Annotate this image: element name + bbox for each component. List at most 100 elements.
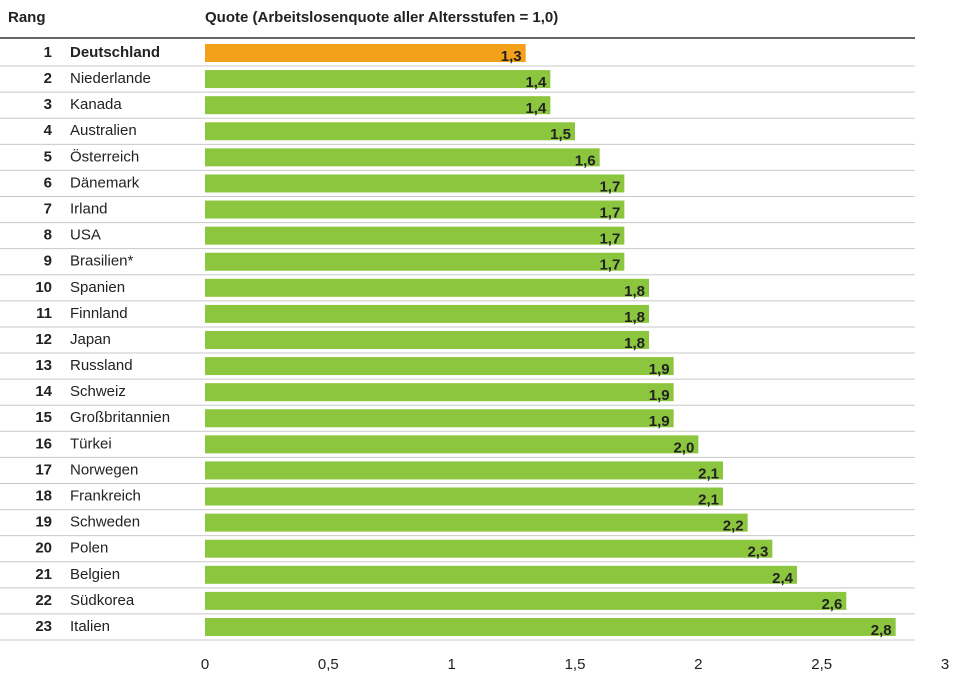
bar [205,461,723,480]
rank-label: 23 [35,618,52,635]
rank-label: 21 [35,566,52,583]
rank-label: 15 [35,409,52,426]
bar [205,435,699,454]
bar [205,565,797,584]
bar [205,122,575,141]
rank-label: 12 [35,331,52,348]
rank-label: 18 [35,487,52,504]
value-label: 2,0 [673,439,694,456]
value-label: 1,7 [599,231,620,248]
bar [205,200,625,219]
category-label: Spanien [70,279,125,296]
category-label: Russland [70,357,133,374]
bar [205,174,625,193]
category-label: Großbritannien [70,409,170,426]
rank-label: 7 [44,201,52,218]
bar [205,539,773,558]
bar [205,226,625,245]
value-label: 2,2 [723,518,744,535]
x-tick-label: 2,5 [811,656,832,673]
value-label: 1,7 [599,178,620,195]
value-label: 2,8 [871,622,892,639]
rank-label: 8 [44,227,52,244]
rank-label: 5 [44,148,52,165]
rank-label: 2 [44,70,52,87]
category-label: Deutschland [70,44,160,61]
rank-label: 9 [44,253,52,270]
value-label: 1,8 [624,335,645,352]
category-label: Niederlande [70,70,151,87]
category-label: Dänemark [70,174,140,191]
category-label: Japan [70,331,111,348]
category-label: Polen [70,540,108,557]
rank-label: 14 [35,383,52,400]
x-tick-label: 3 [941,656,949,673]
bar [205,278,649,297]
bar [205,44,526,62]
value-label: 1,4 [525,100,547,117]
bar [205,96,551,115]
rank-label: 22 [35,592,52,609]
category-label: Türkei [70,435,112,452]
bar [205,513,748,532]
chart-title: Quote (Arbeitslosenquote aller Altersstu… [205,9,558,26]
value-label: 2,1 [698,465,719,482]
value-label: 1,9 [649,413,670,430]
category-label: Frankreich [70,487,141,504]
category-label: Italien [70,618,110,635]
category-label: Finnland [70,305,128,322]
rank-label: 19 [35,514,52,531]
category-label: Schweiz [70,383,126,400]
category-label: Belgien [70,566,120,583]
category-label: USA [70,227,101,244]
rank-label: 16 [35,435,52,452]
value-label: 2,3 [747,544,768,561]
bar [205,487,723,506]
x-tick-label: 1 [447,656,455,673]
category-label: Südkorea [70,592,135,609]
value-label: 1,7 [599,257,620,274]
value-label: 1,4 [525,74,547,91]
rank-header: Rang [8,9,46,26]
rank-label: 6 [44,174,52,191]
category-label: Australien [70,122,137,139]
bar [205,617,896,636]
bar [205,591,847,610]
rank-label: 13 [35,357,52,374]
value-label: 1,8 [624,283,645,300]
value-label: 1,9 [649,361,670,378]
category-label: Norwegen [70,461,138,478]
rank-label: 20 [35,540,52,557]
x-tick-label: 1,5 [565,656,586,673]
bar [205,409,674,428]
bar [205,148,600,167]
value-label: 2,4 [772,570,794,587]
rank-label: 10 [35,279,52,296]
category-label: Kanada [70,96,122,113]
bar [205,70,551,89]
value-label: 1,7 [599,205,620,222]
value-label: 1,8 [624,309,645,326]
rank-label: 3 [44,96,52,113]
category-label: Irland [70,201,108,218]
value-label: 1,6 [575,152,596,169]
bar [205,304,649,323]
x-tick-label: 2 [694,656,702,673]
rank-label: 11 [36,305,52,322]
category-label: Schweden [70,514,140,531]
bar [205,357,674,376]
bar [205,252,625,271]
value-label: 2,1 [698,491,719,508]
x-tick-label: 0 [201,656,209,673]
category-label: Österreich [70,147,139,165]
value-label: 1,9 [649,387,670,404]
rank-label: 4 [44,122,53,139]
x-tick-label: 0,5 [318,656,339,673]
rank-label: 17 [35,461,52,478]
bar [205,383,674,402]
bar [205,330,649,349]
value-label: 1,3 [501,48,522,65]
value-label: 1,5 [550,126,571,143]
